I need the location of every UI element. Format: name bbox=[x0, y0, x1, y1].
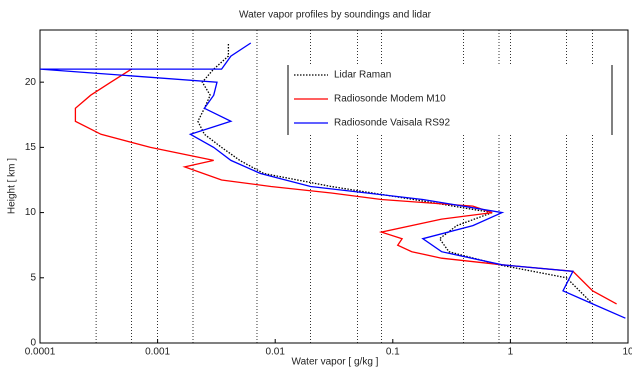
x-tick-label: 10 bbox=[622, 347, 632, 358]
series-line bbox=[39, 42, 626, 319]
series-line bbox=[197, 43, 594, 305]
y-tick-label: 20 bbox=[25, 77, 37, 88]
y-tick-label: 10 bbox=[25, 207, 37, 218]
chart-title: Water vapor profiles by soundings and li… bbox=[239, 10, 432, 21]
x-tick-label: 0.001 bbox=[145, 347, 170, 358]
series-line bbox=[74, 68, 617, 305]
y-tick-label: 0 bbox=[30, 338, 36, 349]
x-axis-label: Water vapor [ g/kg ] bbox=[292, 357, 379, 368]
x-tick-label: 0.01 bbox=[265, 347, 285, 358]
legend-box bbox=[288, 65, 612, 135]
y-tick-label: 15 bbox=[25, 142, 37, 153]
x-tick-label: 1 bbox=[508, 347, 514, 358]
y-tick-label: 5 bbox=[30, 272, 36, 283]
legend-label: Lidar Raman bbox=[334, 70, 391, 81]
legend-label: Radiosonde Vaisala RS92 bbox=[334, 118, 450, 129]
legend-label: Radiosonde Modem M10 bbox=[334, 94, 446, 105]
x-tick-label: 0.0001 bbox=[25, 347, 56, 358]
y-axis-label: Height [ km ] bbox=[7, 158, 18, 214]
x-tick-label: 0.1 bbox=[386, 347, 400, 358]
